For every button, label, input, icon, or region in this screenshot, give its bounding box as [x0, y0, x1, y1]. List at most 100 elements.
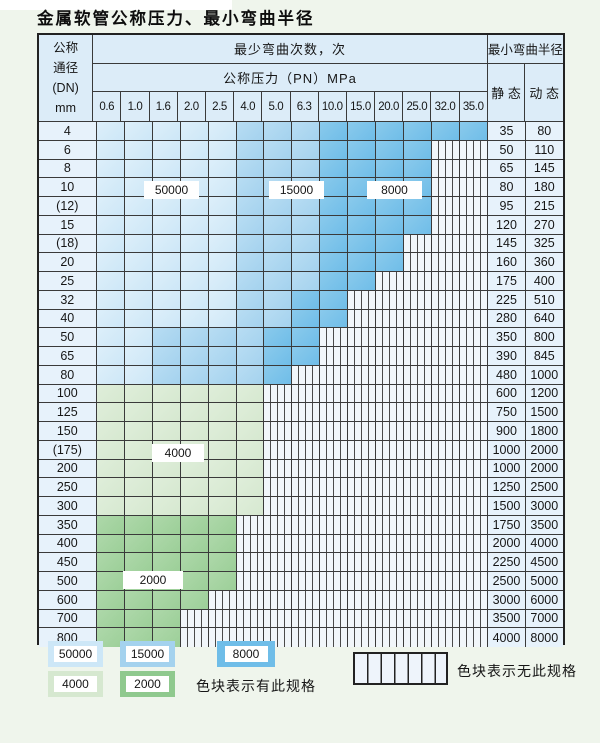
spec-cell-4000: [152, 459, 181, 478]
dynamic-radius-value: 1000: [525, 365, 563, 384]
spec-cell-50000: [208, 215, 237, 234]
static-radius-value: 145: [488, 234, 526, 253]
dynamic-header: 动 态: [525, 63, 563, 121]
spec-cell-8000: [376, 197, 405, 215]
no-spec-cell: [348, 515, 377, 534]
spec-cell-8000: [320, 122, 349, 140]
corner-line3: (DN): [52, 81, 79, 95]
spec-cell-50000: [208, 178, 237, 196]
spec-cell-8000: [404, 197, 433, 215]
spec-cell-15000: [264, 272, 293, 290]
spec-cell-15000: [292, 253, 321, 271]
spec-cell-50000: [208, 272, 237, 290]
spec-cell-8000: [348, 234, 377, 253]
no-spec-cell: [460, 253, 489, 271]
static-radius-value: 2500: [488, 572, 526, 590]
no-spec-cell: [376, 347, 405, 365]
dn-label: (12): [39, 197, 97, 215]
no-spec-cell: [264, 497, 293, 515]
pressure-tick: 20.0: [375, 92, 404, 121]
no-spec-cell: [432, 290, 461, 309]
spec-cell-50000: [96, 365, 125, 384]
dn-label: 6: [39, 140, 97, 159]
spec-cell-4000: [236, 459, 265, 478]
spec-cell-50000: [124, 253, 153, 271]
header-right: 最小弯曲半径 静 态 动 态: [487, 35, 563, 121]
dn-label: 4: [39, 122, 97, 140]
spec-cell-50000: [208, 140, 237, 159]
no-spec-cell: [320, 365, 349, 384]
spec-cell-4000: [124, 478, 153, 496]
no-spec-cell: [432, 197, 461, 215]
table-row: (12) 95 215: [39, 197, 563, 216]
spec-cell-50000: [208, 253, 237, 271]
spec-cell-8000: [348, 253, 377, 271]
dn-label: 40: [39, 309, 97, 328]
spec-cell-15000: [236, 347, 265, 365]
spec-cell-15000: [292, 122, 321, 140]
no-spec-cell: [320, 590, 349, 609]
spec-cell-15000: [236, 178, 265, 196]
spec-cell-15000: [264, 159, 293, 178]
no-spec-cell: [320, 422, 349, 440]
spec-cell-15000: [180, 328, 209, 346]
no-spec-cell: [432, 440, 461, 459]
dynamic-radius-value: 1200: [525, 384, 563, 403]
spec-cell-50000: [124, 159, 153, 178]
spec-cell-8000: [292, 347, 321, 365]
spec-cell-2000: [208, 553, 237, 571]
no-spec-cell: [348, 534, 377, 553]
spec-cell-15000: [292, 272, 321, 290]
spec-cell-50000: [180, 197, 209, 215]
no-spec-cell: [404, 459, 433, 478]
table-row: 15 120 270: [39, 215, 563, 235]
table-row: 6 50 110: [39, 140, 563, 160]
no-spec-cell: [404, 365, 433, 384]
spec-cell-50000: [208, 159, 237, 178]
spec-cell-50000: [152, 272, 181, 290]
no-spec-cell: [180, 628, 209, 647]
spec-cell-4000: [208, 478, 237, 496]
no-spec-cell: [460, 290, 489, 309]
spec-cell-2000: [124, 534, 153, 553]
no-spec-cell: [292, 534, 321, 553]
spec-cell-50000: [208, 290, 237, 309]
dn-label: 400: [39, 534, 97, 553]
spec-cell-15000: [208, 328, 237, 346]
no-spec-cell: [320, 609, 349, 628]
no-spec-cell: [404, 384, 433, 403]
no-spec-cell: [404, 609, 433, 628]
table-row: (18) 145 325: [39, 234, 563, 254]
spec-cell-4000: [152, 478, 181, 496]
pressure-tick: 1.0: [121, 92, 150, 121]
no-spec-cell: [432, 628, 461, 647]
no-spec-cell: [376, 403, 405, 421]
spec-cell-15000: [180, 365, 209, 384]
static-radius-value: 350: [488, 328, 526, 346]
spec-cell-8000: [376, 253, 405, 271]
table-row: 100 600 1200: [39, 384, 563, 404]
spec-cell-4000: [208, 459, 237, 478]
scan-white-strip: [0, 0, 232, 10]
spec-cell-15000: [292, 215, 321, 234]
spec-cell-15000: [292, 159, 321, 178]
spec-cell-50000: [124, 309, 153, 328]
spec-cell-50000: [96, 197, 125, 215]
no-spec-cell: [236, 515, 265, 534]
spec-cell-8000: [320, 309, 349, 328]
spec-cell-4000: [96, 459, 125, 478]
spec-cell-50000: [124, 234, 153, 253]
no-spec-cell: [292, 384, 321, 403]
no-spec-cell: [348, 328, 377, 346]
no-spec-cell: [264, 590, 293, 609]
static-radius-value: 1500: [488, 497, 526, 515]
no-spec-cell: [320, 478, 349, 496]
no-spec-cell: [432, 178, 461, 196]
static-radius-value: 95: [488, 197, 526, 215]
dynamic-radius-value: 7000: [525, 609, 563, 628]
spec-cell-8000: [348, 215, 377, 234]
dn-label: 500: [39, 572, 97, 590]
dn-label: 100: [39, 384, 97, 403]
no-spec-cell: [404, 478, 433, 496]
spec-cell-8000: [348, 140, 377, 159]
